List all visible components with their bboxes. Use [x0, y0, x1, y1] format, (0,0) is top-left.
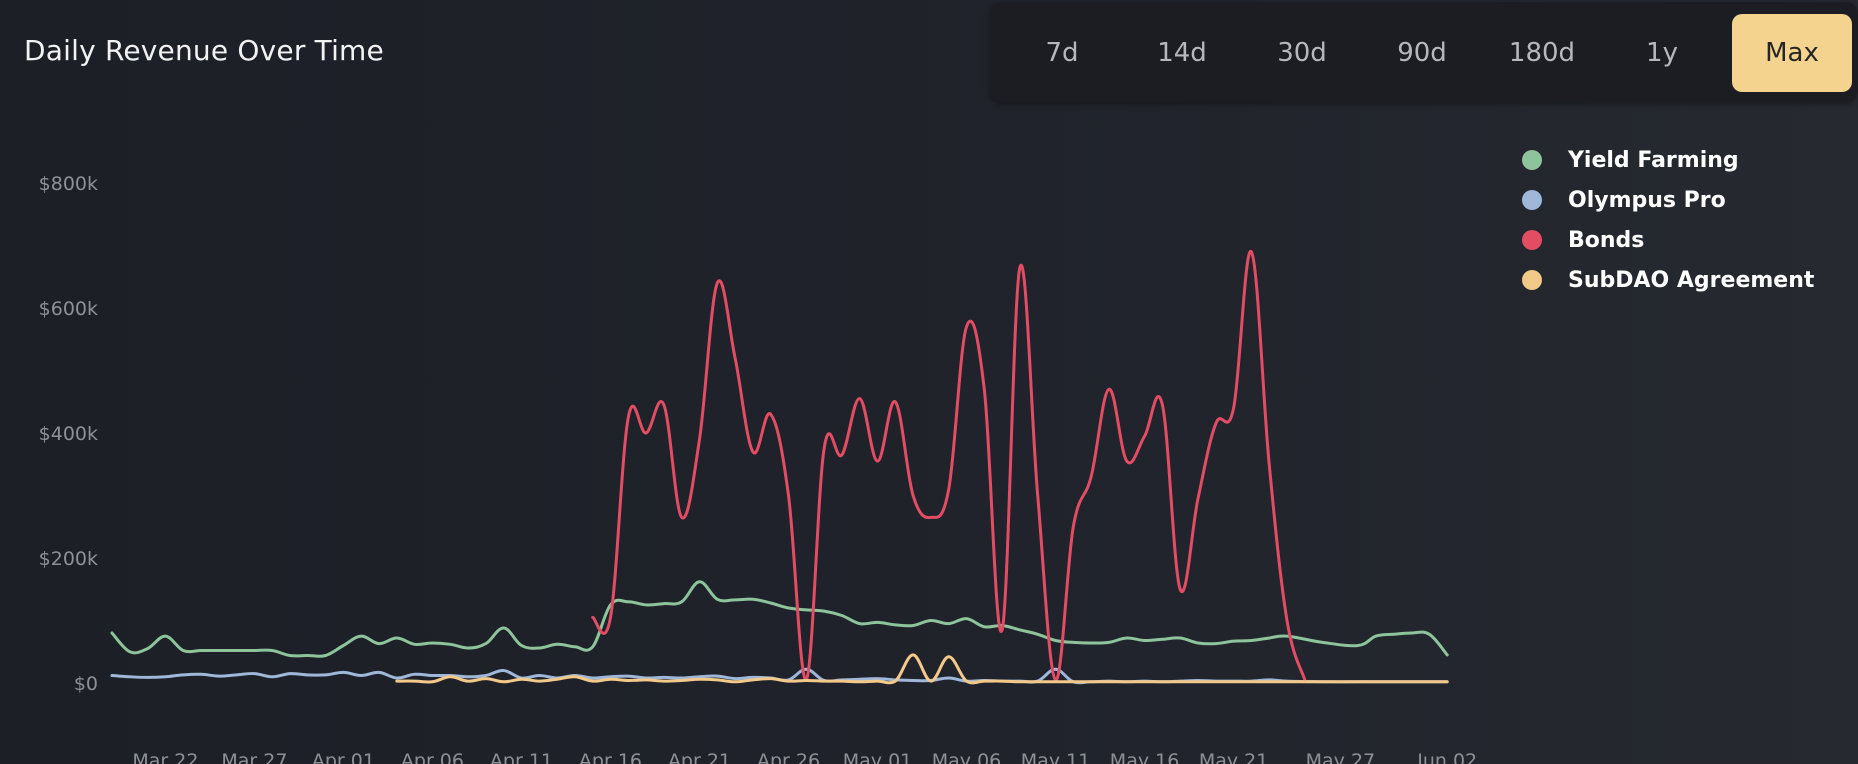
range-button-14d[interactable]: 14d: [1157, 38, 1207, 68]
legend-item-subdao-agreement[interactable]: SubDAO Agreement: [1522, 260, 1814, 300]
y-tick-label: $600k: [39, 298, 98, 320]
legend-label: Bonds: [1568, 227, 1645, 253]
legend-item-bonds[interactable]: Bonds: [1522, 220, 1814, 260]
x-tick-label: May 27: [1306, 750, 1376, 764]
x-tick-label: Apr 21: [668, 750, 731, 764]
legend-dot-subdao-agreement: [1522, 270, 1542, 290]
series-line-subdao-agreement[interactable]: [395, 653, 1449, 685]
legend-label: Olympus Pro: [1568, 187, 1726, 213]
x-tick-label: Apr 26: [757, 750, 820, 764]
legend-item-olympus-pro[interactable]: Olympus Pro: [1522, 180, 1814, 220]
legend-label: Yield Farming: [1568, 147, 1739, 173]
legend-item-yield-farming[interactable]: Yield Farming: [1522, 140, 1814, 180]
x-tick-label: Apr 16: [579, 750, 642, 764]
range-button-max[interactable]: Max: [1732, 14, 1852, 92]
legend-dot-yield-farming: [1522, 150, 1542, 170]
x-tick-label: Apr 06: [401, 750, 464, 764]
range-button-1y[interactable]: 1y: [1646, 38, 1678, 68]
x-tick-label: May 06: [932, 750, 1002, 764]
range-button-180d[interactable]: 180d: [1508, 38, 1576, 68]
x-tick-label: May 11: [1021, 750, 1091, 764]
range-button-7d[interactable]: 7d: [1045, 38, 1079, 68]
y-tick-label: $400k: [39, 423, 98, 445]
x-tick-label: Apr 11: [490, 750, 553, 764]
x-axis: Mar 22 Mar 27 Apr 01 Apr 06 Apr 11 Apr 16 Apr …: [132, 750, 1477, 764]
x-tick-label: Mar 22: [132, 750, 198, 764]
x-tick-label: Jun 02: [1416, 750, 1477, 764]
x-tick-label: Apr 01: [312, 750, 375, 764]
x-tick-label: May 16: [1110, 750, 1180, 764]
range-button-90d[interactable]: 90d: [1397, 38, 1447, 68]
series-line-yield-farming[interactable]: [110, 580, 1449, 658]
y-tick-label: $200k: [39, 548, 98, 570]
series-lines: [110, 250, 1449, 685]
chart-title: Daily Revenue Over Time: [24, 34, 384, 67]
series-line-bonds[interactable]: [591, 250, 1307, 682]
legend-label: SubDAO Agreement: [1568, 267, 1815, 293]
y-axis: $0 $200k $400k $600k $800k: [39, 173, 98, 695]
x-tick-label: Mar 27: [221, 750, 287, 764]
legend-dot-olympus-pro: [1522, 190, 1542, 210]
y-tick-label: $0: [74, 673, 98, 695]
x-tick-label: May 01: [843, 750, 913, 764]
chart-legend: Yield Farming Olympus Pro Bonds SubDAO A…: [1522, 140, 1814, 300]
time-range-selector: 7d 14d 30d 90d 180d 1y Max: [990, 2, 1858, 102]
y-tick-label: $800k: [39, 173, 98, 195]
legend-dot-bonds: [1522, 230, 1542, 250]
x-tick-label: May 21: [1199, 750, 1269, 764]
range-button-30d[interactable]: 30d: [1277, 38, 1327, 68]
